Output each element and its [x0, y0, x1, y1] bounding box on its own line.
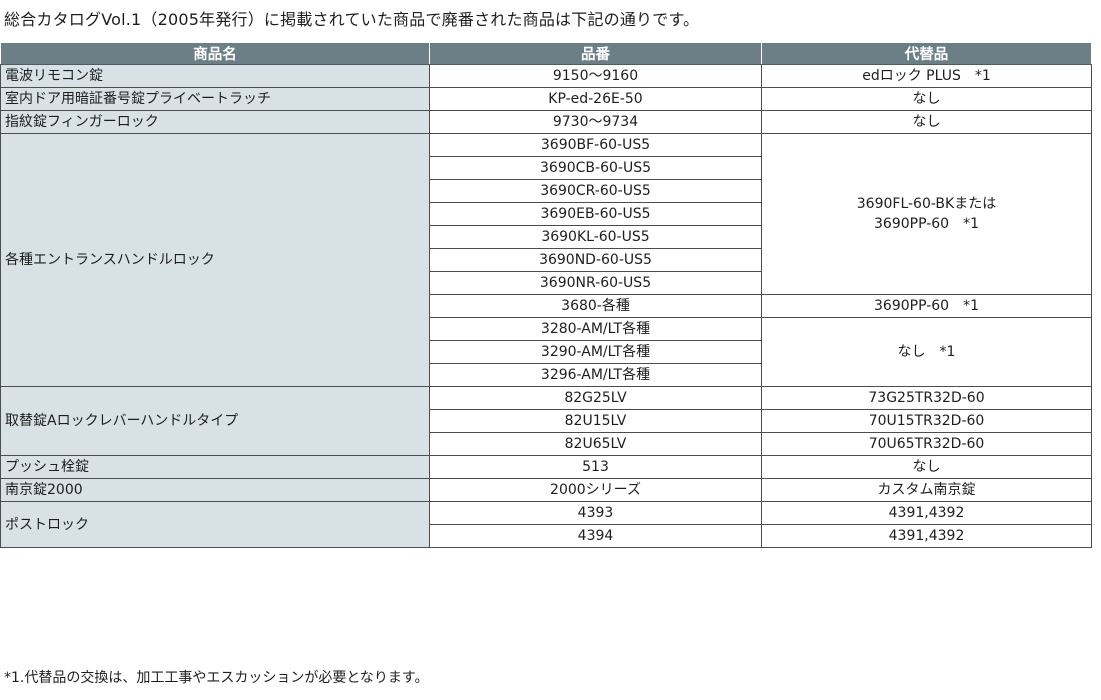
table-row: 南京錠2000 2000シリーズ カスタム南京錠 [0, 478, 1092, 502]
table-row: 3690KL-60-US5 [1, 225, 1092, 249]
product-number-cell: 3680-各種 [429, 294, 762, 318]
product-number-cell: 3296-AM/LT各種 [429, 363, 762, 387]
table-row: 3690ND-60-US5 [1, 248, 1092, 272]
product-name-cell: ポストロック [0, 501, 430, 548]
table-row: 指紋錠フィンガーロック 9730〜9734 なし [0, 110, 1092, 134]
footnote: *1.代替品の交換は、加工工事やエスカッションが必要となります。 [4, 670, 429, 686]
product-number-cell: 3690EB-60-US5 [429, 202, 762, 226]
replacement-cell: 70U65TR32D-60 [761, 432, 1092, 456]
header-product-number: 品番 [429, 42, 762, 65]
product-number-cell: 513 [429, 455, 762, 479]
replacement-cell: なし [761, 110, 1092, 134]
product-number-cell: 3690ND-60-US5 [429, 248, 762, 272]
replacement-cell: なし [761, 455, 1092, 479]
table-row: 電波リモコン錠 9150〜9160 edロック PLUS *1 [0, 64, 1092, 88]
product-name-cell: 指紋錠フィンガーロック [0, 110, 430, 134]
header-replacement: 代替品 [761, 42, 1092, 65]
discontinued-products-table: 商品名 品番 代替品 電波リモコン錠 9150〜9160 edロック PLUS … [0, 42, 1092, 548]
replacement-cell: 3690PP-60 *1 [761, 294, 1092, 318]
product-number-cell: 3690CB-60-US5 [429, 156, 762, 180]
replacement-cell: 70U15TR32D-60 [761, 409, 1092, 433]
replacement-cell: 73G25TR32D-60 [761, 386, 1092, 410]
product-number-cell: 3690NR-60-US5 [429, 271, 762, 295]
table-row: 3690EB-60-US5 [1, 202, 1092, 226]
product-number-cell: 4394 [429, 524, 762, 548]
product-number-cell: 82U15LV [429, 409, 762, 433]
product-number-cell: 3690KL-60-US5 [429, 225, 762, 249]
table-row: 4394 4391,4392 [1, 524, 1092, 548]
product-name-cell: 取替錠Aロックレバーハンドルタイプ [0, 386, 430, 456]
product-number-cell: KP-ed-26E-50 [429, 87, 762, 111]
product-name-cell: 室内ドア用暗証番号錠プライベートラッチ [0, 87, 430, 111]
product-number-cell: 9730〜9734 [429, 110, 762, 134]
table-row: ポストロック 4393 4391,4392 [0, 501, 1092, 548]
replacement-cell: なし [761, 87, 1092, 111]
table-row: プッシュ栓錠 513 なし [0, 455, 1092, 479]
table-row: 82U65LV 70U65TR32D-60 [1, 432, 1092, 456]
replacement-cell: edロック PLUS *1 [761, 64, 1092, 88]
replacement-cell: カスタム南京錠 [761, 478, 1092, 502]
product-number-cell: 3290-AM/LT各種 [429, 340, 762, 364]
replacement-cell: なし *1 [761, 317, 1092, 387]
product-number-cell: 3280-AM/LT各種 [429, 317, 762, 341]
table-row: 室内ドア用暗証番号錠プライベートラッチ KP-ed-26E-50 なし [0, 87, 1092, 111]
product-number-cell: 82U65LV [429, 432, 762, 456]
product-name-cell: プッシュ栓錠 [0, 455, 430, 479]
product-name-cell: 電波リモコン錠 [0, 64, 430, 88]
table-row: 82U15LV 70U15TR32D-60 [1, 409, 1092, 433]
replacement-line: 3690FL-60-BKまたは [856, 196, 997, 212]
product-number-cell: 3690CR-60-US5 [429, 179, 762, 203]
product-number-cell: 3690BF-60-US5 [429, 133, 762, 157]
product-name-cell: 各種エントランスハンドルロック [0, 133, 430, 387]
table-row: 取替錠Aロックレバーハンドルタイプ 82G25LV 73G25TR32D-60 [0, 386, 1092, 456]
product-name-cell: 南京錠2000 [0, 478, 430, 502]
replacement-cell: 4391,4392 [761, 501, 1092, 525]
replacement-line: 3690PP-60 *1 [874, 216, 979, 232]
table-row: 3280-AM/LT各種 なし *1 [1, 317, 1092, 387]
header-product-name: 商品名 [0, 42, 430, 65]
table-row: 3296-AM/LT各種 [1, 363, 1092, 387]
table-row: 3680-各種 3690PP-60 *1 [1, 294, 1092, 318]
table-row: 3290-AM/LT各種 [1, 340, 1092, 364]
product-number-cell: 4393 [429, 501, 762, 525]
replacement-cell: 3690FL-60-BKまたは 3690PP-60 *1 [761, 133, 1092, 295]
product-number-cell: 9150〜9160 [429, 64, 762, 88]
product-number-cell: 2000シリーズ [429, 478, 762, 502]
replacement-cell: 4391,4392 [761, 524, 1092, 548]
product-number-cell: 82G25LV [429, 386, 762, 410]
table-row: 3690CB-60-US5 [1, 156, 1092, 180]
table-header-row: 商品名 品番 代替品 [0, 42, 1092, 65]
table-row: 各種エントランスハンドルロック 3690BF-60-US5 3690FL-60-… [0, 133, 1092, 387]
intro-text: 総合カタログVol.1（2005年発行）に掲載されていた商品で廃番された商品は下… [4, 10, 700, 29]
